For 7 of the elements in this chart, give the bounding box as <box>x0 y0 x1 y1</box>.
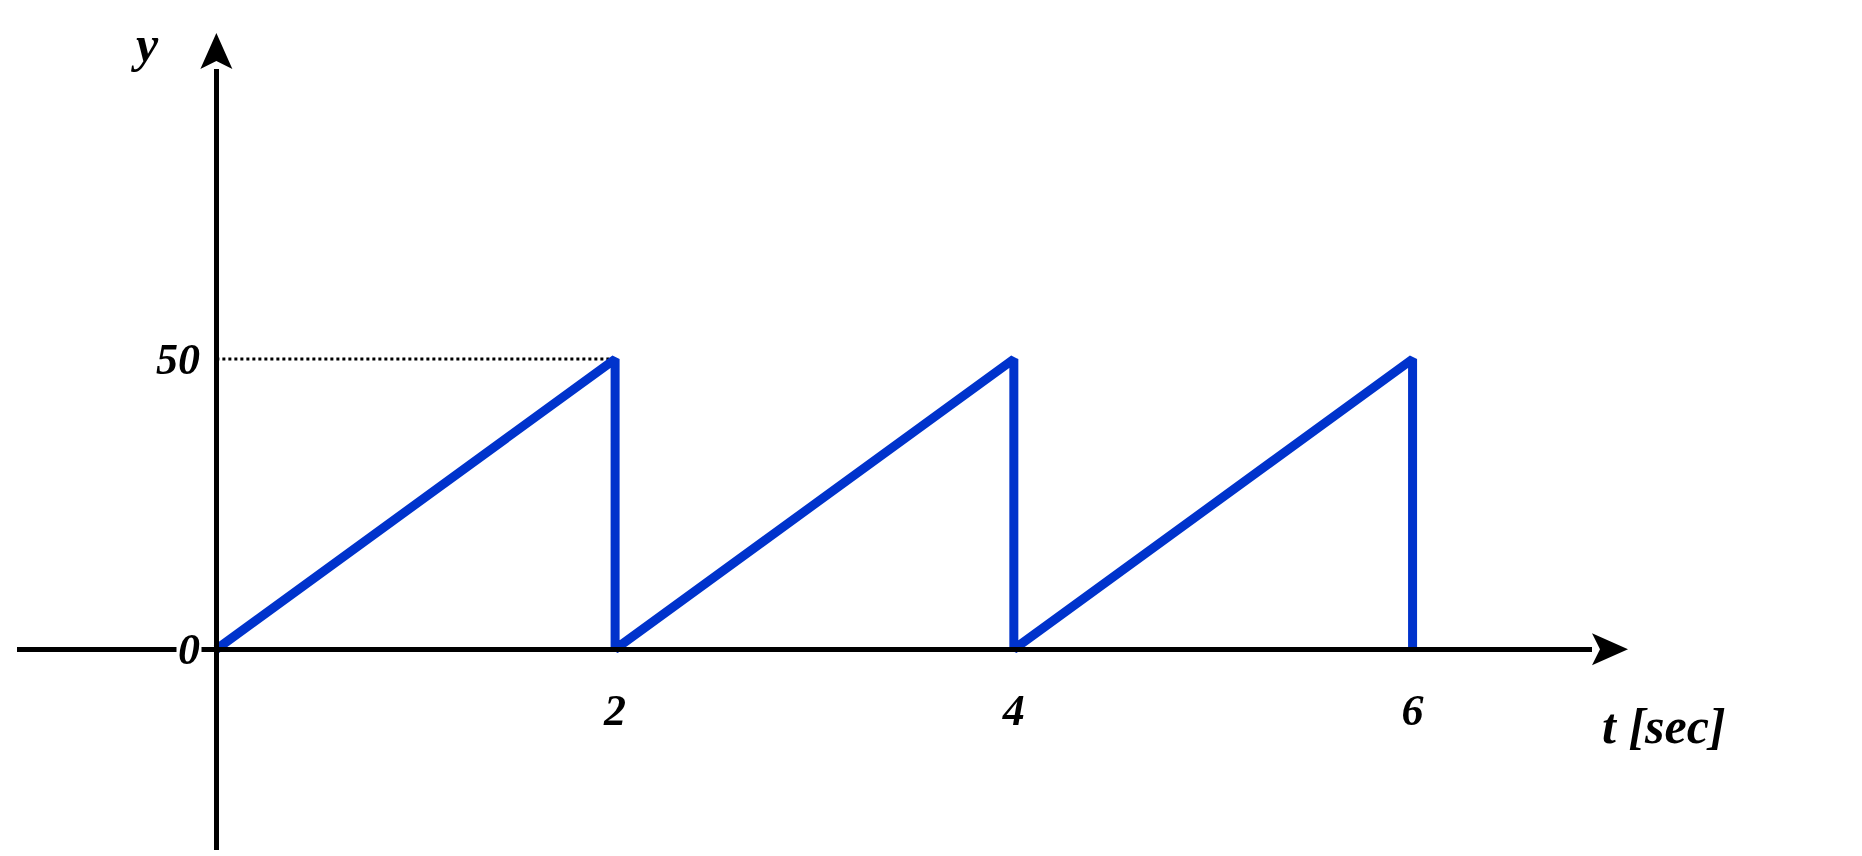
x-tick-label: 6 <box>1401 686 1424 736</box>
y-tick-label: 50 <box>156 335 200 384</box>
y-axis-title: y <box>131 16 159 72</box>
x-axis-title: t [sec] <box>1602 698 1726 754</box>
x-tick-label: 4 <box>1001 686 1025 736</box>
x-tick-label: 2 <box>603 686 627 736</box>
y-tick-label: 0 <box>178 625 200 674</box>
